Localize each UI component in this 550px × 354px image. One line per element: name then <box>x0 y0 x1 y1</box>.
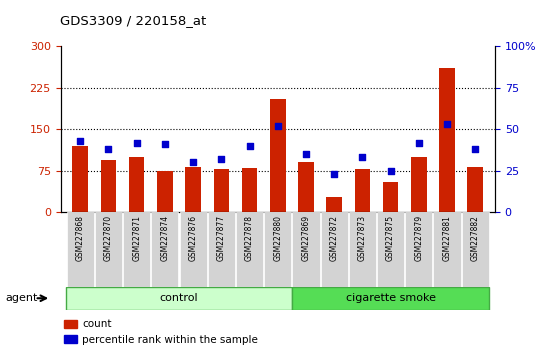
Bar <box>95 212 122 287</box>
Point <box>301 152 310 157</box>
Bar <box>151 212 178 287</box>
Bar <box>264 212 292 287</box>
Bar <box>292 287 490 310</box>
Bar <box>236 212 263 287</box>
Bar <box>185 167 201 212</box>
Text: GSM227875: GSM227875 <box>386 215 395 261</box>
Text: GSM227880: GSM227880 <box>273 215 282 261</box>
Point <box>76 138 85 144</box>
Text: GSM227877: GSM227877 <box>217 215 226 261</box>
Bar <box>433 212 460 287</box>
Bar <box>242 168 257 212</box>
Text: GDS3309 / 220158_at: GDS3309 / 220158_at <box>60 14 207 27</box>
Text: GSM227879: GSM227879 <box>414 215 424 261</box>
Point <box>161 141 169 147</box>
Point <box>414 140 423 145</box>
Point <box>330 171 339 177</box>
Bar <box>461 212 489 287</box>
Point <box>358 155 367 160</box>
Bar <box>298 162 314 212</box>
Point <box>217 156 226 162</box>
Bar <box>377 212 404 287</box>
Text: agent: agent <box>6 293 38 303</box>
Bar <box>73 146 88 212</box>
Text: GSM227878: GSM227878 <box>245 215 254 261</box>
Bar <box>123 212 150 287</box>
Text: GSM227868: GSM227868 <box>76 215 85 261</box>
Text: control: control <box>160 293 199 303</box>
Text: GSM227872: GSM227872 <box>329 215 339 261</box>
Text: cigarette smoke: cigarette smoke <box>345 293 436 303</box>
Bar <box>157 171 173 212</box>
Bar <box>439 68 455 212</box>
Point <box>133 140 141 145</box>
Point <box>443 121 452 127</box>
Bar <box>468 167 483 212</box>
Bar <box>355 169 370 212</box>
Text: GSM227871: GSM227871 <box>132 215 141 261</box>
Bar <box>405 212 432 287</box>
Point <box>273 123 282 129</box>
Bar <box>321 212 348 287</box>
Point <box>386 168 395 174</box>
Text: GSM227870: GSM227870 <box>104 215 113 261</box>
Bar <box>67 212 94 287</box>
Bar <box>293 212 320 287</box>
Bar <box>101 160 116 212</box>
Bar <box>349 212 376 287</box>
Legend: count, percentile rank within the sample: count, percentile rank within the sample <box>60 315 262 349</box>
Bar <box>213 169 229 212</box>
Bar <box>129 157 145 212</box>
Point <box>104 146 113 152</box>
Point <box>189 160 197 165</box>
Bar <box>208 212 235 287</box>
Bar <box>179 212 207 287</box>
Text: GSM227874: GSM227874 <box>161 215 169 261</box>
Point <box>471 146 480 152</box>
Bar <box>326 197 342 212</box>
Text: GSM227869: GSM227869 <box>301 215 310 261</box>
Text: GSM227873: GSM227873 <box>358 215 367 261</box>
Text: GSM227882: GSM227882 <box>471 215 480 261</box>
Bar <box>411 157 427 212</box>
Bar <box>383 182 398 212</box>
Text: GSM227876: GSM227876 <box>189 215 197 261</box>
Point <box>245 143 254 149</box>
Text: GSM227881: GSM227881 <box>443 215 452 261</box>
Bar <box>270 99 285 212</box>
Bar <box>66 287 292 310</box>
